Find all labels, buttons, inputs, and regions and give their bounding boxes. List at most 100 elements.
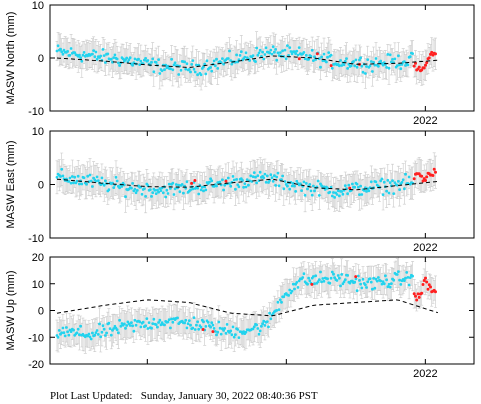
data-point — [176, 316, 179, 320]
data-point — [121, 57, 125, 61]
recent-data-point — [348, 186, 352, 190]
data-point — [226, 176, 230, 180]
data-point — [114, 175, 118, 179]
data-point — [69, 181, 73, 185]
data-point — [223, 183, 227, 187]
data-point — [107, 321, 111, 325]
y-tick-label: -10 — [28, 106, 44, 118]
data-point — [232, 178, 236, 182]
data-point — [302, 180, 306, 184]
recent-data-point — [429, 285, 432, 289]
data-point — [193, 328, 197, 331]
data-point — [379, 59, 383, 63]
data-point — [312, 275, 315, 278]
data-point — [263, 172, 267, 176]
data-point — [183, 321, 187, 325]
data-point — [313, 55, 316, 59]
recent-data-point — [421, 283, 425, 286]
data-point — [94, 50, 98, 54]
y-tick-label: 0 — [38, 180, 44, 192]
data-point — [278, 51, 282, 54]
data-point — [381, 63, 385, 67]
data-point — [218, 326, 222, 330]
data-point — [245, 178, 249, 182]
data-point — [99, 54, 103, 58]
data-point — [287, 294, 290, 297]
data-point — [212, 59, 216, 63]
data-point — [112, 186, 116, 190]
data-point — [296, 53, 300, 57]
data-point — [343, 59, 347, 63]
data-point — [131, 324, 135, 328]
data-point — [126, 60, 130, 64]
data-point — [184, 318, 188, 322]
recent-data-point — [412, 292, 416, 296]
data-point — [92, 49, 95, 52]
data-point — [158, 72, 162, 75]
data-point — [177, 183, 181, 187]
data-point — [400, 63, 404, 66]
data-point — [157, 190, 161, 194]
data-point — [353, 64, 357, 68]
data-point — [171, 320, 175, 324]
data-point — [96, 179, 100, 183]
data-point — [276, 300, 280, 304]
data-point — [70, 175, 74, 178]
data-point — [301, 276, 305, 279]
data-point — [385, 66, 388, 69]
data-point — [364, 72, 367, 75]
data-point — [210, 179, 214, 183]
data-point — [368, 277, 372, 280]
data-point — [61, 326, 65, 330]
data-point — [260, 324, 263, 328]
data-point — [335, 193, 339, 196]
model-line-1 — [56, 55, 438, 69]
recent-data-point — [422, 279, 426, 282]
data-point — [216, 67, 220, 70]
data-point — [183, 60, 187, 64]
data-point — [382, 282, 386, 286]
data-point — [72, 328, 75, 332]
data-point — [261, 322, 264, 326]
data-point — [164, 195, 168, 199]
data-point — [299, 182, 302, 186]
data-point — [125, 324, 129, 327]
y-tick-label: 10 — [32, 0, 44, 12]
data-point — [317, 194, 321, 197]
recent-data-point — [224, 179, 228, 183]
recent-data-point — [425, 61, 429, 65]
data-point — [73, 51, 77, 55]
data-point — [189, 70, 192, 74]
data-point — [134, 323, 138, 327]
data-point — [99, 335, 103, 339]
data-point — [86, 174, 90, 178]
data-point — [304, 53, 308, 57]
data-point — [137, 57, 140, 61]
data-point — [229, 184, 233, 188]
data-point — [117, 61, 120, 65]
data-point — [273, 50, 276, 54]
data-point — [270, 176, 274, 180]
data-point — [269, 317, 273, 321]
data-point — [379, 279, 383, 283]
data-point — [59, 175, 62, 178]
x-tick-label: 2022 — [413, 368, 437, 380]
data-point — [67, 333, 71, 337]
data-point — [275, 58, 279, 62]
data-point — [274, 48, 277, 51]
data-point — [196, 186, 200, 190]
data-point — [341, 192, 345, 196]
data-point — [395, 273, 399, 276]
data-point — [282, 187, 286, 191]
data-point — [381, 193, 385, 197]
data-point — [56, 44, 60, 48]
data-point — [336, 189, 340, 193]
data-point — [392, 278, 396, 282]
data-point — [294, 190, 297, 193]
y-axis-label: MASW Up (mm) — [5, 270, 17, 350]
data-point — [265, 174, 269, 178]
data-point — [228, 49, 231, 53]
recent-data-point — [420, 68, 424, 72]
recent-data-point — [430, 50, 434, 54]
